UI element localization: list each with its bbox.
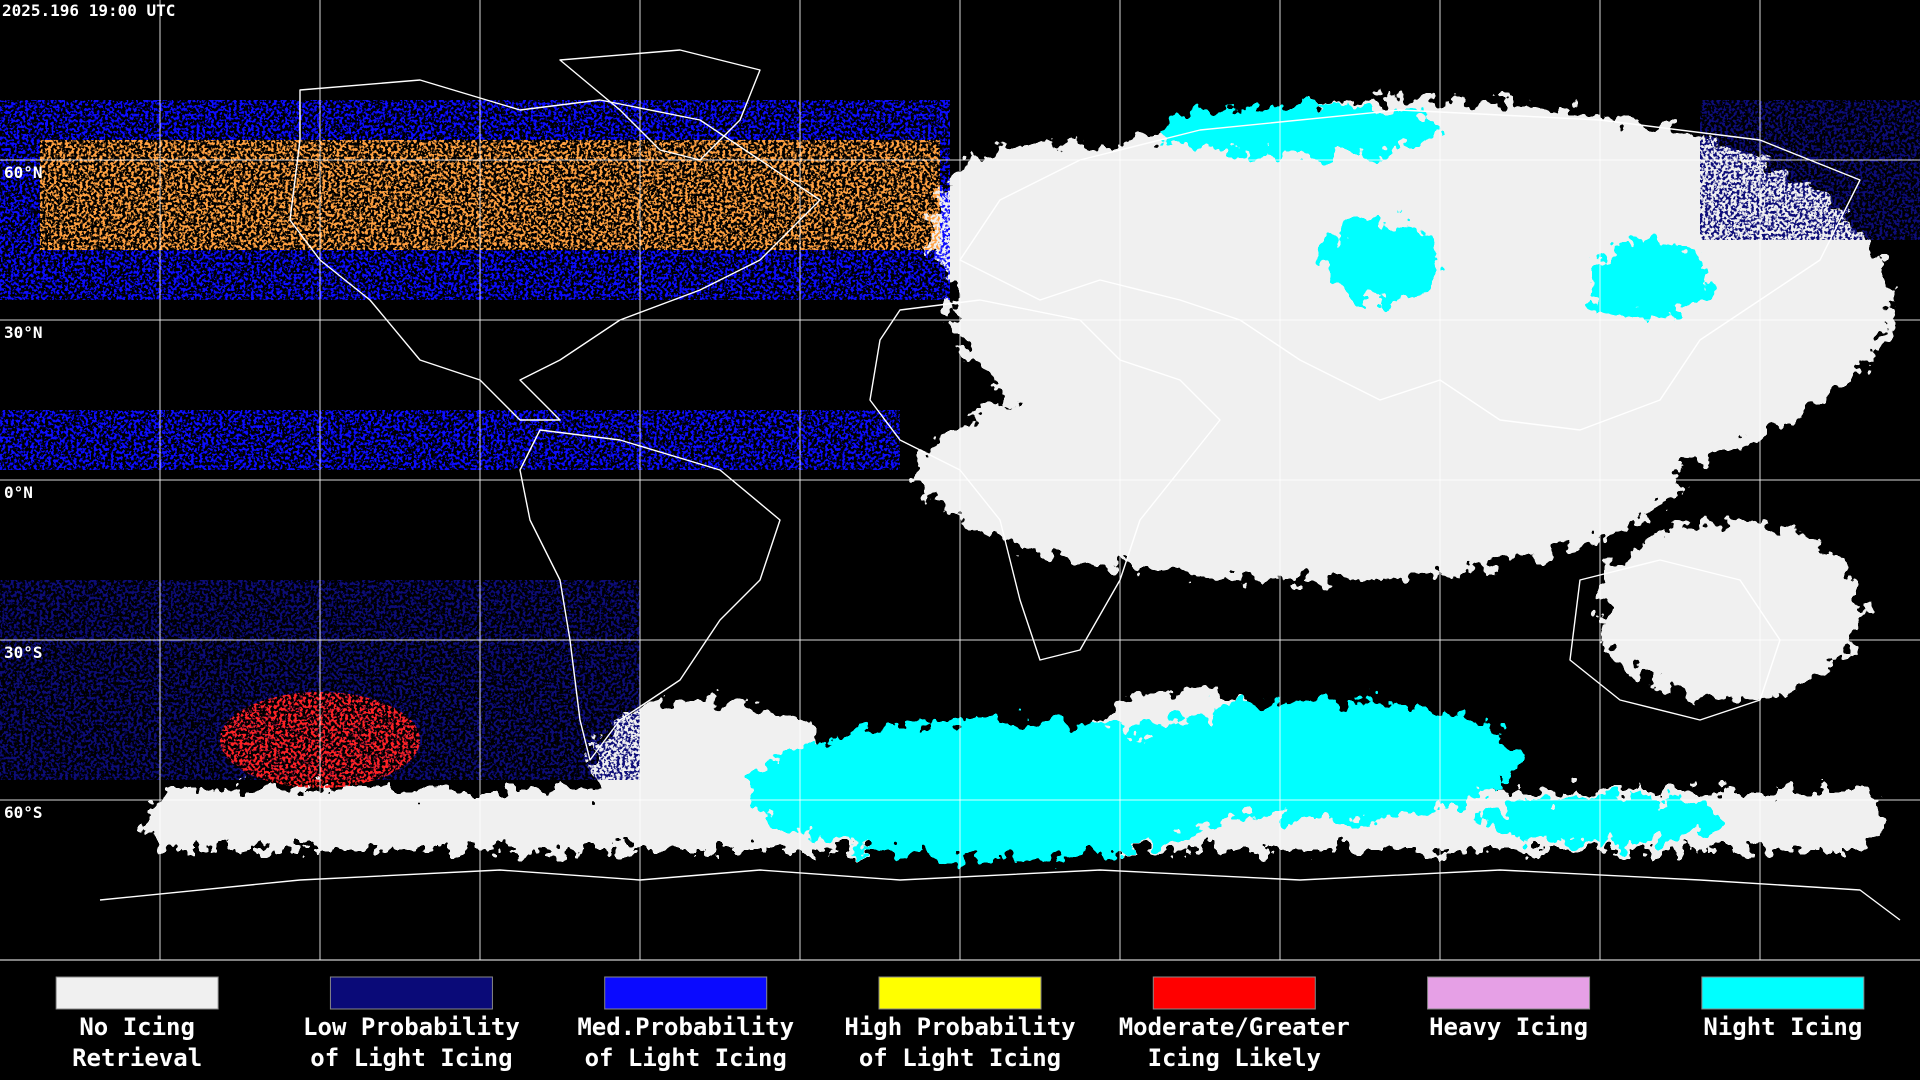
legend-swatch (604, 976, 768, 1010)
graticule (0, 0, 1920, 960)
latitude-label: 30°S (4, 643, 43, 662)
legend-label: Med.Probability (577, 1013, 794, 1041)
legend-swatch (55, 976, 219, 1010)
legend-label: Retrieval (72, 1044, 202, 1072)
legend-swatch (1701, 976, 1865, 1010)
legend-label: of Light Icing (859, 1044, 1061, 1072)
latitude-label: 30°N (4, 323, 43, 342)
legend-label: Low Probability (303, 1013, 520, 1041)
legend-swatch (878, 976, 1042, 1010)
legend-swatch (329, 976, 493, 1010)
latitude-label: 60°N (4, 163, 43, 182)
legend-label: No Icing (79, 1013, 195, 1041)
legend-label: of Light Icing (310, 1044, 512, 1072)
legend-label: Heavy Icing (1429, 1013, 1588, 1041)
timestamp: 2025.196 19:00 UTC (2, 1, 175, 20)
legend-label: of Light Icing (585, 1044, 787, 1072)
latitude-label: 0°N (4, 483, 33, 502)
legend-label: High Probability (844, 1013, 1075, 1041)
cloud-fields (150, 100, 1890, 860)
legend-label: Moderate/Greater (1119, 1013, 1350, 1041)
legend-swatch (1152, 976, 1316, 1010)
legend-label: Icing Likely (1148, 1044, 1321, 1072)
latitude-label: 60°S (4, 803, 43, 822)
legend-label: Night Icing (1703, 1013, 1862, 1041)
legend-swatch (1427, 976, 1591, 1010)
